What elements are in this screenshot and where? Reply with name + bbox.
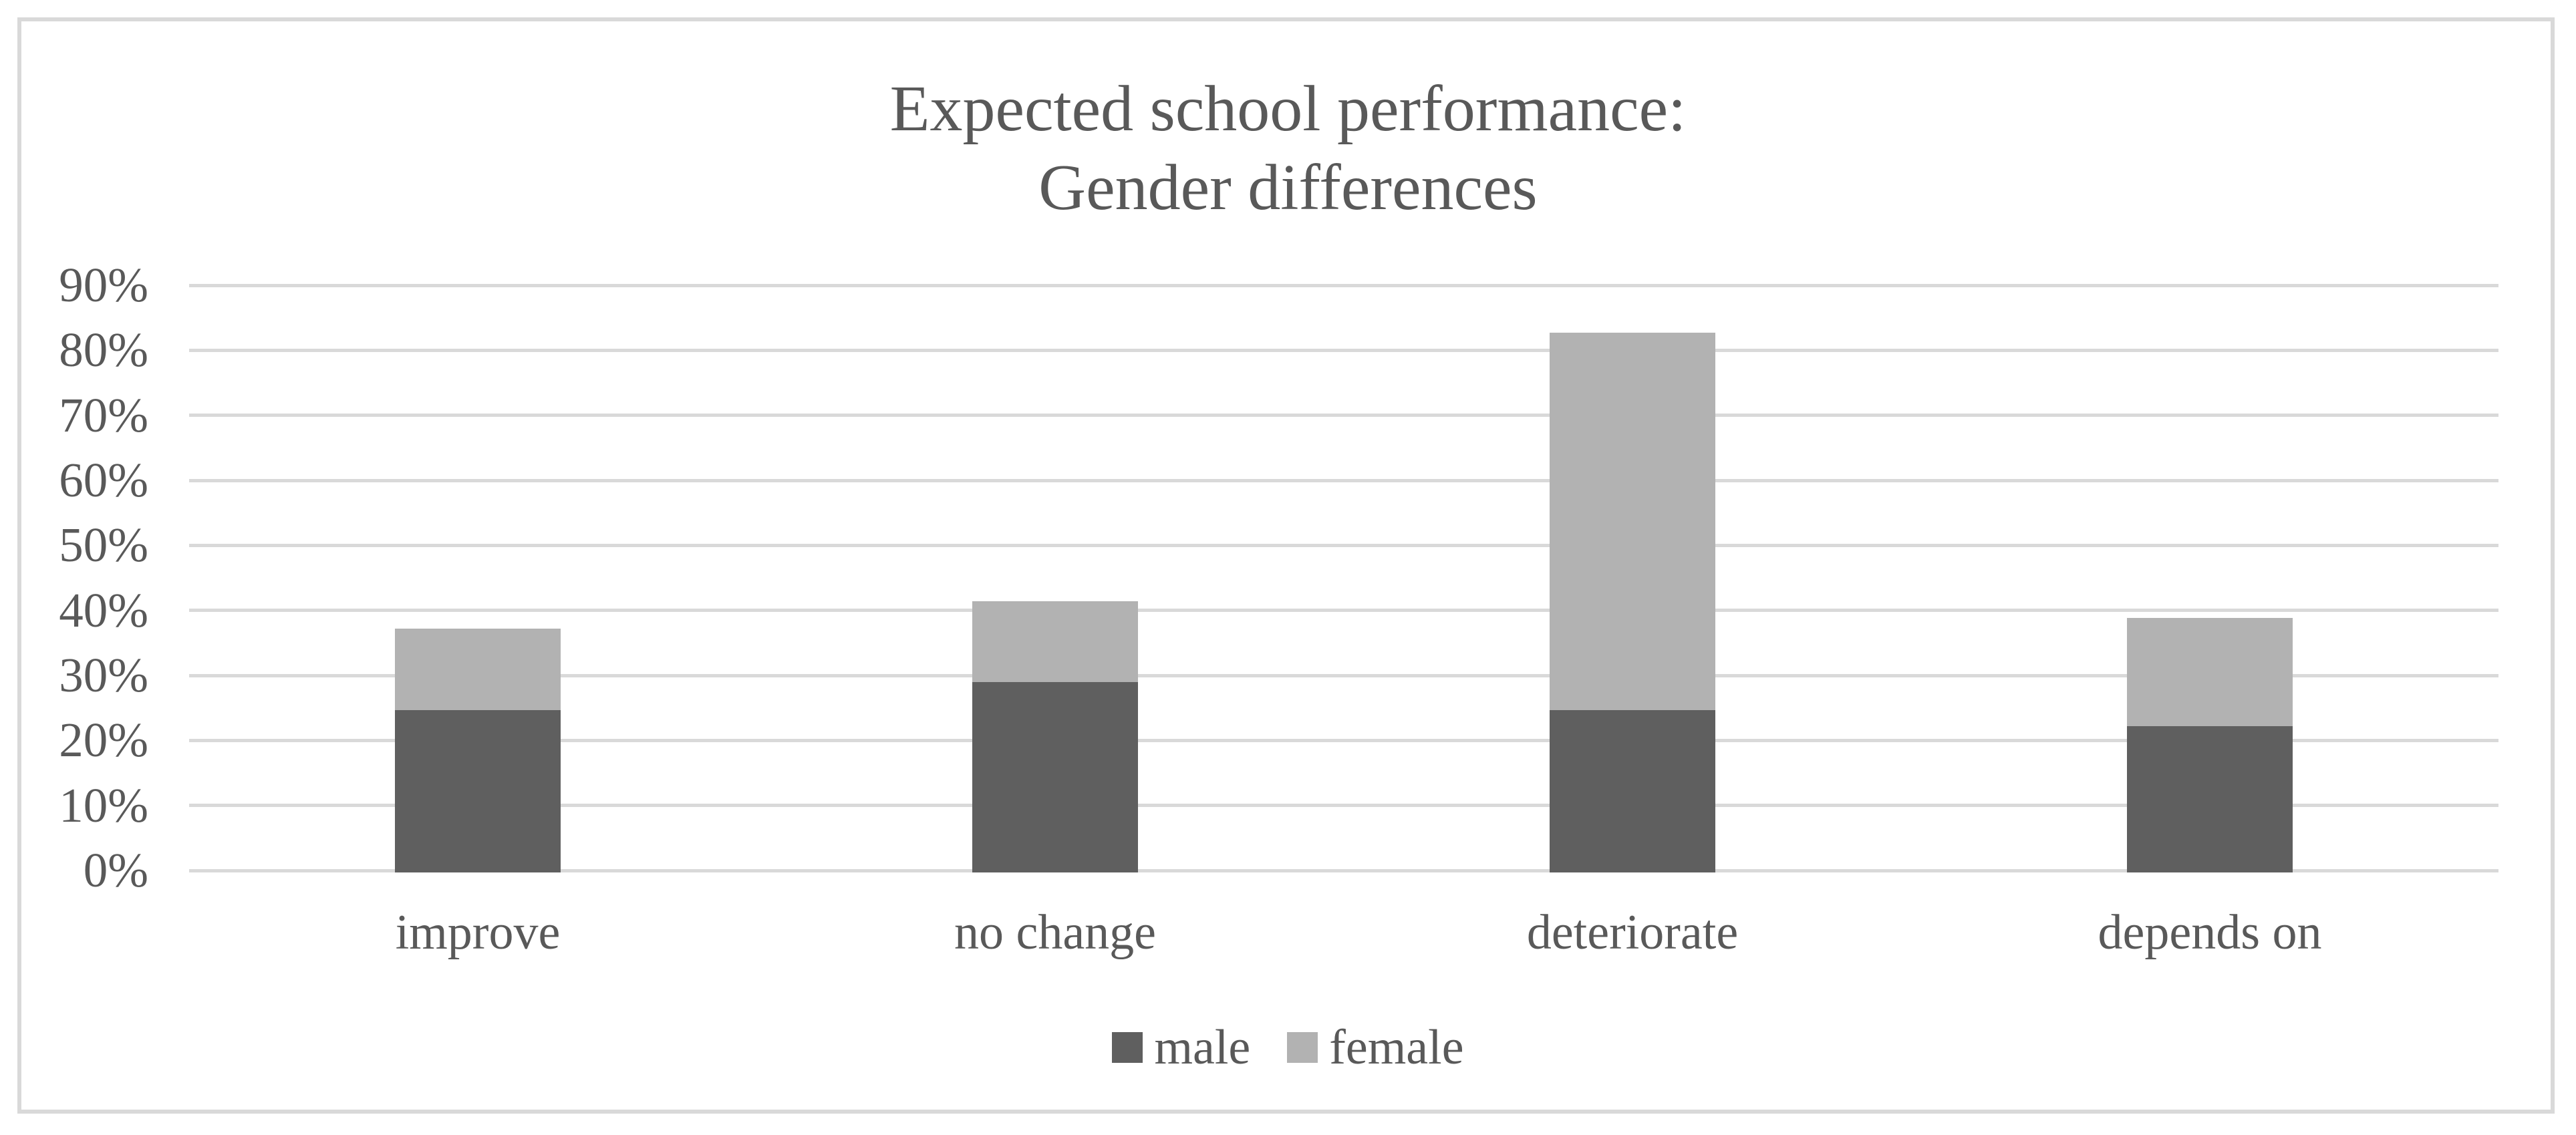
bar-male-depends-on — [2127, 726, 2293, 872]
y-tick-label-10%: 10% — [59, 778, 148, 832]
legend-swatch-male — [1112, 1032, 1143, 1063]
x-category-label-deteriorate: deteriorate — [1526, 905, 1739, 960]
gridline-70% — [189, 414, 2498, 417]
legend-swatch-female — [1287, 1032, 1318, 1063]
bar-female-no-change — [972, 601, 1138, 682]
chart-title-line-1: Expected school performance: — [889, 73, 1687, 145]
gridline-40% — [189, 609, 2498, 612]
bar-male-deteriorate — [1550, 710, 1715, 872]
legend-item-male: male — [1112, 1021, 1250, 1074]
y-tick-label-50%: 50% — [59, 518, 148, 572]
legend-label-male: male — [1154, 1020, 1251, 1075]
bar-female-improve — [395, 629, 561, 710]
gridline-0% — [189, 869, 2498, 872]
bar-male-improve — [395, 710, 561, 872]
legend-label-female: female — [1329, 1020, 1464, 1075]
y-tick-label-70%: 70% — [59, 388, 148, 442]
y-tick-label-0%: 0% — [83, 843, 148, 897]
y-tick-label-20%: 20% — [59, 713, 148, 767]
gridline-60% — [189, 479, 2498, 482]
bar-female-deteriorate — [1550, 333, 1715, 710]
gridline-30% — [189, 674, 2498, 677]
chart-title-line-2: Gender differences — [1038, 152, 1538, 224]
chart-title: Expected school performance: Gender diff… — [0, 69, 2576, 227]
x-category-label-depends-on: depends on — [2098, 905, 2322, 960]
y-tick-label-80%: 80% — [59, 323, 148, 377]
y-tick-label-60%: 60% — [59, 453, 148, 507]
bar-female-depends-on — [2127, 618, 2293, 726]
y-tick-label-40%: 40% — [59, 583, 148, 637]
x-category-label-no-change: no change — [954, 905, 1157, 960]
y-tick-label-90%: 90% — [59, 258, 148, 312]
bar-male-no-change — [972, 682, 1138, 872]
gridline-50% — [189, 544, 2498, 547]
gridline-10% — [189, 804, 2498, 807]
gridline-90% — [189, 284, 2498, 287]
legend: male female — [0, 1021, 2576, 1074]
gridline-20% — [189, 739, 2498, 742]
legend-item-female: female — [1287, 1020, 1464, 1075]
chart-border-frame — [17, 17, 2555, 1114]
gridline-80% — [189, 349, 2498, 352]
x-category-label-improve: improve — [395, 905, 561, 960]
y-tick-label-30%: 30% — [59, 648, 148, 702]
